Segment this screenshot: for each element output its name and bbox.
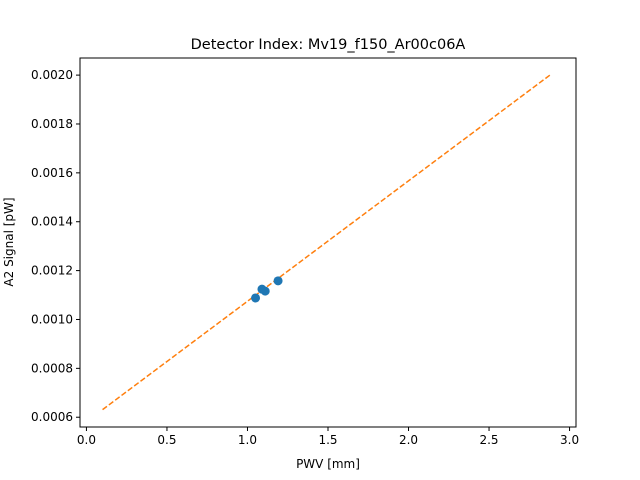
x-axis-label: PWV [mm] (296, 457, 360, 471)
y-axis-label: A2 Signal [pW] (2, 197, 16, 286)
fit-layer (102, 74, 551, 411)
chart-title: Detector Index: Mv19_f150_Ar00c06A (191, 37, 466, 53)
y-tick-label: 0.0012 (31, 264, 73, 278)
data-point (260, 286, 270, 296)
y-tick-label: 0.0020 (31, 68, 73, 82)
data-point (273, 276, 283, 286)
y-tick-label: 0.0014 (31, 215, 73, 229)
x-tick-label: 1.0 (238, 433, 257, 447)
x-tick-label: 1.5 (318, 433, 337, 447)
y-tick-label: 0.0018 (31, 117, 73, 131)
data-point (251, 293, 261, 303)
x-tick-label: 2.5 (479, 433, 498, 447)
points-layer (251, 276, 283, 303)
x-tick-label: 3.0 (560, 433, 579, 447)
x-tick-label: 2.0 (399, 433, 418, 447)
y-tick-label: 0.0008 (31, 361, 73, 375)
fit-line (102, 74, 551, 411)
y-tick-label: 0.0006 (31, 410, 73, 424)
x-tick-label: 0.0 (77, 433, 96, 447)
y-tick-label: 0.0010 (31, 312, 73, 326)
y-tick-label: 0.0016 (31, 166, 73, 180)
y-axis-ticks: 0.0006 0.0008 0.0010 0.0012 0.0014 0.0016 0.00… (31, 68, 80, 424)
x-tick-label: 0.5 (157, 433, 176, 447)
x-axis-ticks: 0.0 0.5 1.0 1.5 2.0 2.5 3.0 (77, 427, 579, 447)
